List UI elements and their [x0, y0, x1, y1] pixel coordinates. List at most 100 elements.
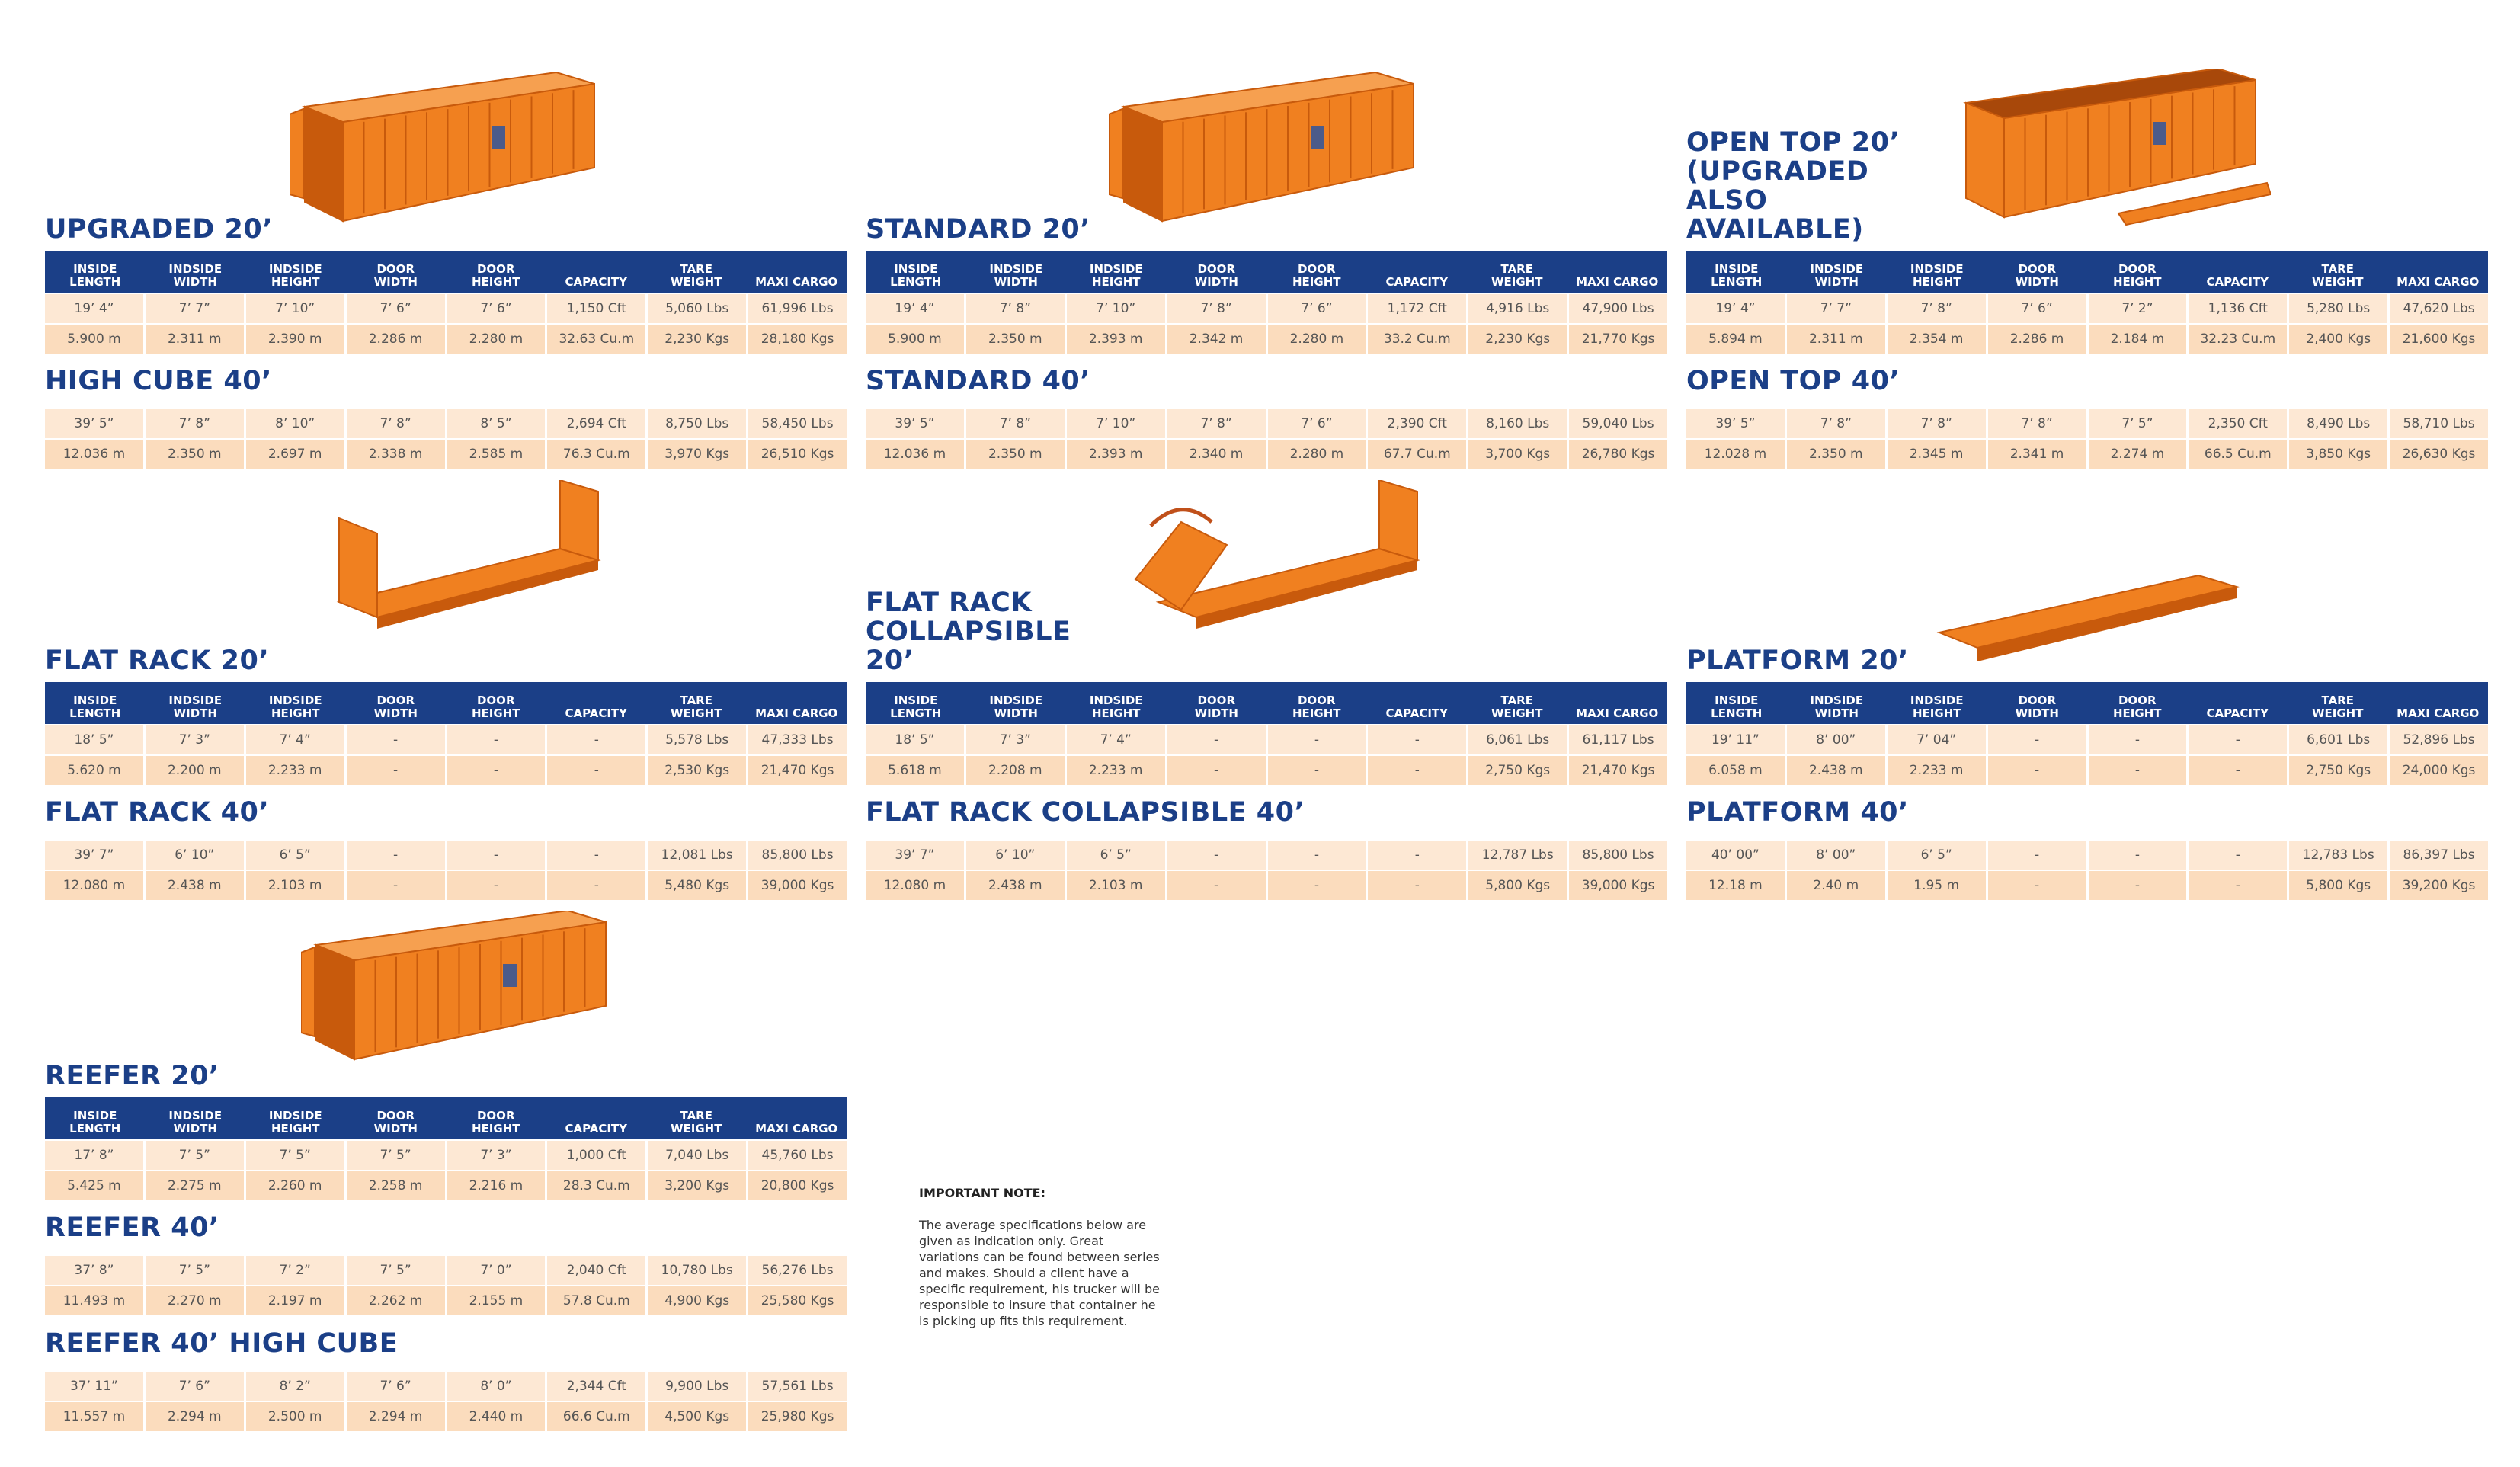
table-cell: 1.95 m: [1887, 871, 1986, 900]
column-header: INDSIDE HEIGHT: [268, 262, 322, 289]
table-row: 12.18 m 2.40 m 1.95 m - - -5,800 Kgs 39,200 Kg…: [1686, 871, 2488, 900]
table-cell: 2,230 Kgs: [648, 325, 747, 354]
table-cell: -: [1368, 841, 1467, 870]
table-row: 5.618 m 2.208 m 2.233 m - - -2,750 Kgs 21,470 …: [866, 756, 1667, 785]
column-header: INDSIDE WIDTH: [168, 693, 223, 720]
table-cell: 2.286 m: [346, 325, 445, 354]
table-cell: 47,900 Lbs: [1569, 294, 1667, 323]
table-cell: 47,333 Lbs: [748, 725, 847, 754]
table-cell: 39’ 5”: [1686, 409, 1785, 438]
table-cell: 32.63 Cu.m: [547, 325, 646, 354]
table-cell: 19’ 4”: [866, 294, 964, 323]
note-title: IMPORTANT NOTE:: [919, 1186, 1045, 1200]
table-cell: 24,000 Kgs: [2390, 756, 2488, 785]
column-header: MAXI CARGO: [1576, 706, 1659, 720]
table-row: 5.900 m 2.350 m 2.393 m 2.342 m 2.280 m 33.2 …: [866, 325, 1667, 354]
table-cell: -: [1167, 725, 1266, 754]
container-door: [301, 946, 315, 1038]
table-cell: 3,200 Kgs: [648, 1171, 747, 1200]
table-cell: 2.103 m: [245, 871, 344, 900]
table-title: FLAT RACK COLLAPSIBLE 20’: [866, 588, 1071, 676]
container-door: [1109, 107, 1123, 200]
table-cell: -: [346, 756, 445, 785]
table-cell: 7’ 4”: [1066, 725, 1165, 754]
table-cell: 21,770 Kgs: [1569, 325, 1667, 354]
column-header: DOOR WIDTH: [373, 262, 418, 289]
column-header: TARE WEIGHT: [671, 262, 722, 289]
column-header: INSIDE LENGTH: [69, 1109, 121, 1135]
table-row: 18’ 5” 7’ 3” 7’ 4” - - -5,578 Lbs 47,333 Lbs: [45, 725, 847, 754]
rack-end-wall: [1378, 480, 1418, 562]
table-cell: 57.8 Cu.m: [547, 1286, 646, 1315]
table-cell: 7’ 5”: [245, 1141, 344, 1170]
table-cell: 2.311 m: [145, 325, 244, 354]
table-title: UPGRADED 20’: [45, 214, 274, 245]
container-end: [304, 105, 344, 223]
table-cell: 5,280 Lbs: [2289, 294, 2388, 323]
platform-top: [1936, 574, 2240, 649]
container-label: [1311, 126, 1324, 149]
container-label: [492, 126, 505, 149]
table-cell: 7’ 8”: [965, 409, 1065, 438]
table-row: 11.557 m 2.294 m 2.500 m 2.294 m 2.440 m 66.6…: [45, 1402, 847, 1431]
container-tarp: [2117, 181, 2271, 226]
table-cell: 2.393 m: [1066, 325, 1165, 354]
table-cell: 2.338 m: [346, 440, 445, 469]
table-cell: 1,172 Cft: [1368, 294, 1467, 323]
table-row: 5.900 m 2.311 m 2.390 m 2.286 m 2.280 m 32.63…: [45, 325, 847, 354]
table-header: INSIDE LENGTH INDSIDE WIDTH INDSIDE HEIGHT…: [1686, 682, 2488, 724]
rack-base: [377, 560, 598, 629]
table-title: HIGH CUBE 40’: [45, 366, 272, 396]
table-title: OPEN TOP 40’: [1686, 366, 1900, 396]
table-cell: 7’ 10”: [245, 294, 344, 323]
table-cell: 7’ 04”: [1887, 725, 1986, 754]
table-cell: 5,480 Kgs: [648, 871, 747, 900]
table-cell: 6’ 10”: [965, 841, 1065, 870]
column-header: CAPACITY: [2206, 706, 2269, 720]
table-title: REEFER 20’: [45, 1061, 219, 1091]
table-title: FLAT RACK COLLAPSIBLE 40’: [866, 797, 1305, 828]
table-cell: 56,276 Lbs: [748, 1256, 847, 1285]
table-cell: -: [1267, 756, 1366, 785]
table-cell: -: [1267, 725, 1366, 754]
table-cell: 2.262 m: [346, 1286, 445, 1315]
table-cell: 2.585 m: [447, 440, 546, 469]
table-cell: 32.23 Cu.m: [2189, 325, 2288, 354]
table-cell: 67.7 Cu.m: [1368, 440, 1467, 469]
table-cell: 58,450 Lbs: [748, 409, 847, 438]
column-header: CAPACITY: [1385, 275, 1449, 289]
table-row: 5.894 m 2.311 m 2.354 m 2.286 m 2.184 m 32.23…: [1686, 325, 2488, 354]
table-cell: 39’ 7”: [45, 841, 143, 870]
table-cell: 7’ 6”: [1267, 294, 1366, 323]
table-row: 39’ 7” 6’ 10” 6’ 5” - - -12,787 Lbs 85,800 Lbs: [866, 841, 1667, 870]
table-cell: 21,470 Kgs: [1569, 756, 1667, 785]
column-header: MAXI CARGO: [755, 1122, 838, 1135]
rack-end-wall: [559, 480, 599, 562]
table-cell: 2.208 m: [965, 756, 1065, 785]
table-cell: 7’ 5”: [145, 1256, 244, 1285]
table-cell: 3,700 Kgs: [1468, 440, 1567, 469]
table-row: 40’ 00” 8’ 00” 6’ 5” - - -12,783 Lbs 86,397 Lb…: [1686, 841, 2488, 870]
table-cell: 7’ 5”: [346, 1256, 445, 1285]
table-cell: 5,578 Lbs: [648, 725, 747, 754]
column-header: INSIDE LENGTH: [890, 693, 942, 720]
table-cell: 7’ 7”: [1786, 294, 1885, 323]
column-header: CAPACITY: [2206, 275, 2269, 289]
column-header: INDSIDE WIDTH: [168, 262, 223, 289]
container-label: [2153, 122, 2166, 145]
column-header: MAXI CARGO: [755, 275, 838, 289]
table-cell: 7’ 8”: [1786, 409, 1885, 438]
table-cell: 59,040 Lbs: [1569, 409, 1667, 438]
rack-folding-wall: [1134, 520, 1228, 611]
table-cell: 1,136 Cft: [2189, 294, 2288, 323]
column-header: INDSIDE HEIGHT: [1089, 693, 1143, 720]
table-title: REEFER 40’ HIGH CUBE: [45, 1328, 399, 1359]
column-header: INDSIDE HEIGHT: [1910, 693, 1964, 720]
table-cell: 8,750 Lbs: [648, 409, 747, 438]
table-cell: 37’ 8”: [45, 1256, 143, 1285]
table-cell: 7’ 5”: [2088, 409, 2187, 438]
table-cell: 8,160 Lbs: [1468, 409, 1567, 438]
table-cell: 5.618 m: [866, 756, 964, 785]
table-cell: 2.341 m: [1987, 440, 2086, 469]
